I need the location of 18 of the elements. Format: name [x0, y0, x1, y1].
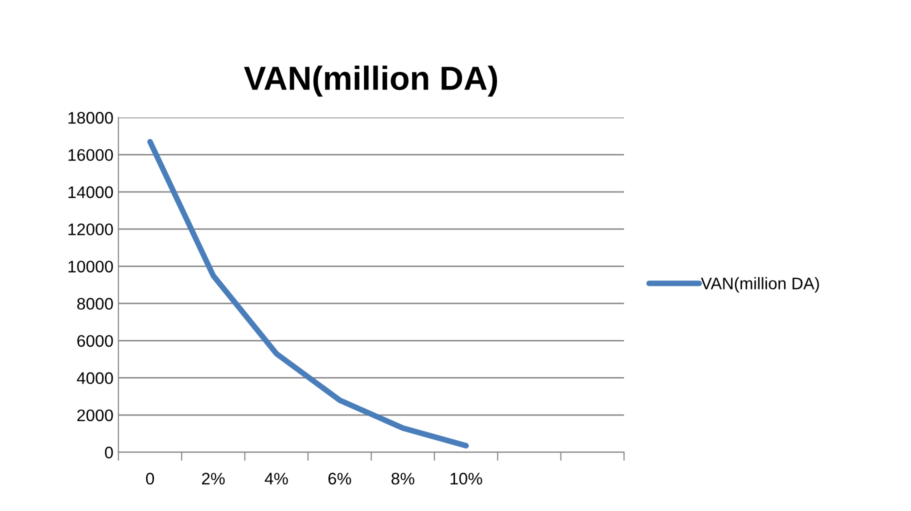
y-tick-label: 2000 [77, 409, 113, 422]
x-tick-label: 10% [450, 472, 482, 485]
y-tick-label: 18000 [68, 112, 113, 124]
y-tick-label: 4000 [76, 372, 113, 384]
legend-label: VAN(million DA) [700, 277, 819, 293]
y-tick-label: 8000 [77, 298, 113, 310]
x-tick-label: 4% [264, 472, 288, 484]
x-tick-label: 0 [146, 472, 154, 485]
x-tick-label: 6% [328, 472, 352, 485]
y-tick-label: 12000 [68, 224, 113, 236]
chart-title: VAN(million DA) [244, 66, 498, 97]
y-tick-label: 0 [104, 446, 113, 458]
y-tick-label: 6000 [77, 335, 113, 347]
y-tick-label: 16000 [68, 149, 113, 161]
x-tick-label: 8% [392, 472, 414, 485]
y-tick-label: 14000 [68, 186, 113, 198]
y-tick-label: 10000 [68, 260, 113, 272]
x-tick-label: 2% [202, 472, 225, 484]
